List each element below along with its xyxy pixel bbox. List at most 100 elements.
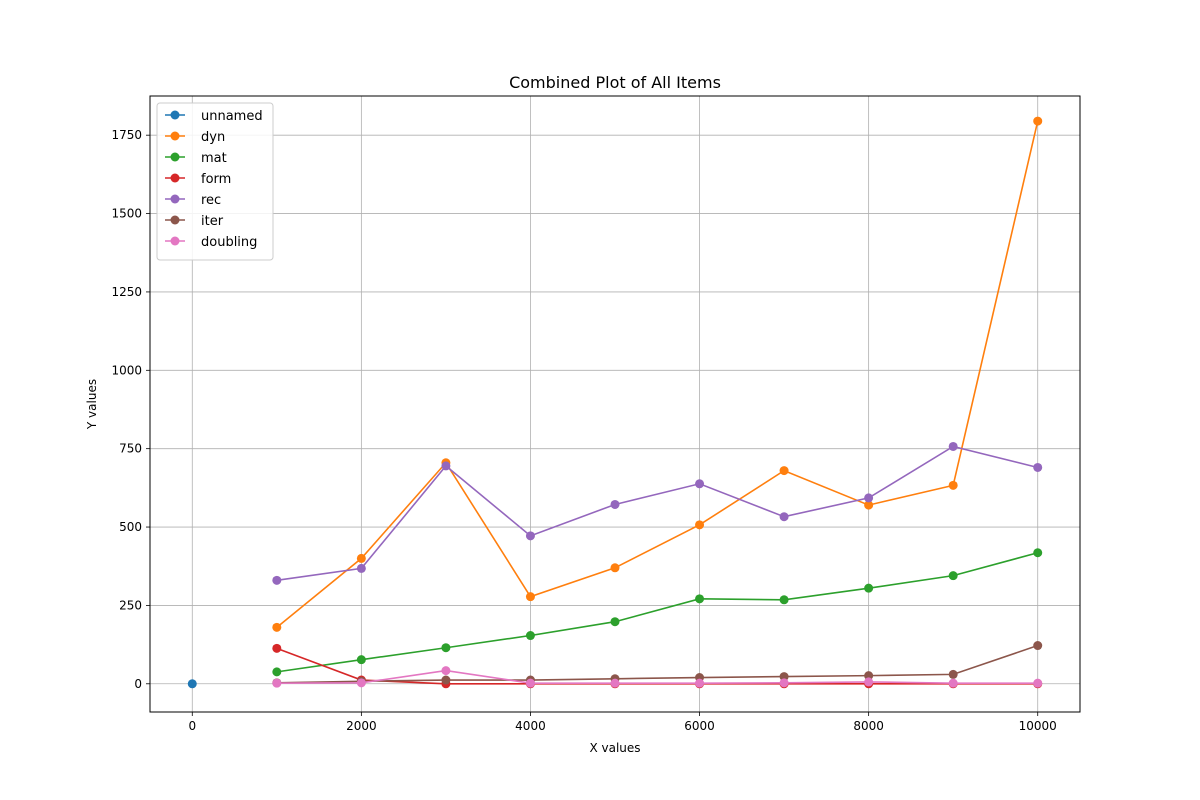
legend-marker [170, 173, 180, 183]
x-tick-label: 2000 [346, 719, 377, 733]
y-tick-label: 1250 [111, 285, 142, 299]
data-point-unnamed [187, 679, 197, 689]
data-point-doubling [779, 678, 789, 688]
grid-lines [150, 96, 1080, 712]
data-point-doubling [610, 678, 620, 688]
series-doubling [272, 666, 1043, 688]
data-point-mat [948, 571, 958, 581]
data-point-rec [1033, 462, 1043, 472]
legend-box [156, 102, 274, 261]
y-tick-label: 500 [119, 520, 142, 534]
series-group [187, 116, 1043, 689]
legend-label: doubling [201, 235, 257, 250]
data-point-rec [948, 441, 958, 451]
data-point-rec [695, 479, 705, 489]
data-point-mat [1033, 548, 1043, 558]
data-point-doubling [695, 678, 705, 688]
data-point-rec [779, 512, 789, 522]
data-point-rec [525, 531, 535, 541]
data-point-doubling [441, 666, 451, 676]
data-point-rec [356, 563, 366, 573]
x-tick-label: 10000 [1019, 719, 1057, 733]
legend-entry-dyn: dyn [165, 130, 225, 145]
data-point-form [272, 643, 282, 653]
series-line-dyn [276, 120, 1039, 628]
y-tick-label: 0 [134, 677, 142, 691]
data-point-iter [1033, 641, 1043, 651]
series-line-rec [276, 445, 1038, 582]
legend-label: unnamed [201, 109, 263, 124]
y-tick-label: 750 [119, 442, 142, 456]
data-point-mat [441, 643, 451, 653]
legend-entry-mat: mat [165, 151, 227, 166]
data-point-dyn [610, 563, 620, 573]
legend-label: rec [201, 193, 221, 208]
y-axis-title: Y values [85, 379, 99, 430]
legend-label: mat [201, 151, 227, 166]
data-point-mat [695, 594, 705, 604]
data-point-doubling [864, 677, 874, 687]
x-tick-label: 8000 [853, 719, 884, 733]
x-tick-label: 6000 [684, 719, 715, 733]
data-point-dyn [864, 500, 874, 510]
data-point-rec [441, 461, 451, 471]
legend-marker [170, 110, 180, 120]
legend-marker [170, 152, 180, 162]
data-point-mat [779, 595, 789, 605]
chart-title: Combined Plot of All Items [509, 73, 721, 92]
data-point-mat [864, 583, 874, 593]
legend-marker [170, 215, 180, 225]
data-point-dyn [525, 592, 535, 602]
legend-label: iter [201, 214, 224, 229]
data-point-mat [272, 667, 282, 677]
data-point-doubling [272, 678, 282, 688]
data-point-iter [441, 675, 451, 685]
legend-label: dyn [201, 130, 225, 145]
legend: unnamed dyn mat form rec iter doubling [156, 102, 274, 261]
y-tick-label: 1500 [111, 207, 142, 221]
data-point-mat [356, 655, 366, 665]
data-point-rec [864, 493, 874, 503]
series-line-mat [276, 551, 1038, 673]
legend-entry-doubling: doubling [165, 235, 257, 250]
data-point-rec [272, 575, 282, 585]
x-axis-title: X values [589, 741, 640, 755]
axis-ticks: 0 2000 4000 6000 8000 10000 0 250 500 750 1000 1250… [111, 128, 1056, 733]
y-tick-label: 1750 [111, 128, 142, 142]
legend-marker [170, 131, 180, 141]
legend-entry-iter: iter [165, 214, 224, 229]
legend-marker [170, 194, 180, 204]
legend-entry-rec: rec [165, 193, 221, 208]
data-point-mat [610, 617, 620, 627]
data-point-dyn [695, 520, 705, 530]
series-line-iter [276, 644, 1038, 684]
legend-label: form [201, 172, 231, 187]
data-point-iter [948, 669, 958, 679]
data-point-doubling [1033, 678, 1043, 688]
data-point-dyn [356, 553, 366, 563]
series-rec [272, 441, 1043, 585]
y-tick-label: 1000 [111, 363, 142, 377]
data-point-iter [779, 672, 789, 682]
series-unnamed [187, 679, 197, 689]
series-line-doubling [276, 669, 1038, 684]
legend-entry-form: form [165, 172, 231, 187]
data-point-dyn [948, 480, 958, 490]
data-point-doubling [948, 678, 958, 688]
legend-marker [170, 236, 180, 246]
data-point-dyn [272, 622, 282, 632]
data-point-dyn [1033, 116, 1043, 126]
y-tick-label: 250 [119, 598, 142, 612]
x-tick-label: 4000 [515, 719, 546, 733]
data-point-rec [610, 499, 620, 509]
plot-area-frame [149, 95, 1081, 713]
data-point-dyn [779, 466, 789, 476]
data-point-mat [525, 631, 535, 641]
data-point-iter [864, 671, 874, 681]
data-point-doubling [356, 678, 366, 688]
data-point-doubling [525, 678, 535, 688]
series-mat [272, 548, 1043, 677]
x-tick-label: 0 [188, 719, 196, 733]
legend-entry-unnamed: unnamed [165, 109, 263, 124]
